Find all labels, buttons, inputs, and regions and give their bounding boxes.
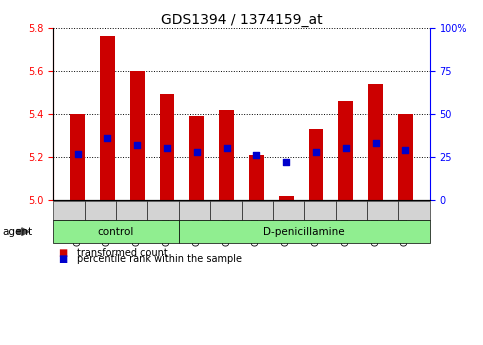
- Point: [371, 140, 379, 146]
- Point: [312, 149, 320, 155]
- Point: [401, 147, 409, 153]
- Point: [74, 151, 82, 156]
- Point: [104, 135, 112, 141]
- Bar: [189, 116, 204, 200]
- Text: control: control: [98, 227, 134, 237]
- Bar: [338, 101, 353, 200]
- Bar: [279, 196, 294, 200]
- Point: [133, 142, 141, 148]
- Point: [282, 159, 290, 165]
- Bar: [309, 129, 324, 200]
- Bar: [398, 114, 413, 200]
- Text: D-penicillamine: D-penicillamine: [264, 227, 345, 237]
- Text: agent: agent: [2, 227, 32, 237]
- Text: transformed count: transformed count: [77, 248, 168, 258]
- Bar: [368, 84, 383, 200]
- Bar: [130, 71, 145, 200]
- Text: ■: ■: [58, 255, 67, 264]
- Bar: [100, 36, 115, 200]
- Title: GDS1394 / 1374159_at: GDS1394 / 1374159_at: [161, 12, 322, 27]
- Bar: [219, 110, 234, 200]
- Point: [193, 149, 201, 155]
- Bar: [249, 155, 264, 200]
- Point: [223, 146, 230, 151]
- Text: percentile rank within the sample: percentile rank within the sample: [77, 255, 242, 264]
- Point: [342, 146, 350, 151]
- Bar: [159, 95, 174, 200]
- Text: ■: ■: [58, 248, 67, 258]
- Bar: [70, 114, 85, 200]
- Point: [163, 146, 171, 151]
- Point: [253, 152, 260, 158]
